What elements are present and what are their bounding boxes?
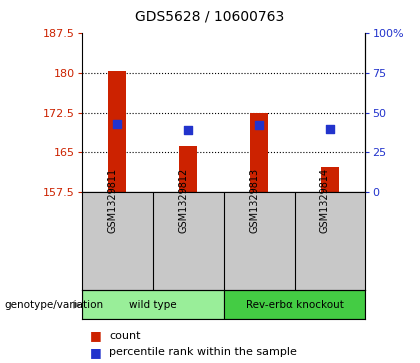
Bar: [250, 113, 268, 192]
Bar: [108, 71, 126, 192]
Point: [114, 121, 121, 127]
Point: [256, 122, 262, 128]
Text: GSM1329812: GSM1329812: [178, 168, 188, 233]
Text: GSM1329813: GSM1329813: [249, 168, 259, 233]
Point: [185, 127, 192, 132]
Text: percentile rank within the sample: percentile rank within the sample: [109, 347, 297, 357]
Text: ■: ■: [90, 346, 102, 359]
Text: Rev-erbα knockout: Rev-erbα knockout: [246, 300, 344, 310]
Text: count: count: [109, 331, 141, 341]
Text: GDS5628 / 10600763: GDS5628 / 10600763: [135, 9, 285, 23]
Text: GSM1329814: GSM1329814: [320, 168, 330, 233]
Text: wild type: wild type: [129, 300, 176, 310]
Point: [327, 126, 333, 131]
Text: GSM1329811: GSM1329811: [108, 168, 117, 233]
Bar: [179, 146, 197, 192]
Bar: [321, 167, 339, 192]
Text: genotype/variation: genotype/variation: [4, 300, 103, 310]
Bar: [82, 290, 224, 319]
Text: ■: ■: [90, 329, 102, 342]
Bar: [224, 290, 365, 319]
